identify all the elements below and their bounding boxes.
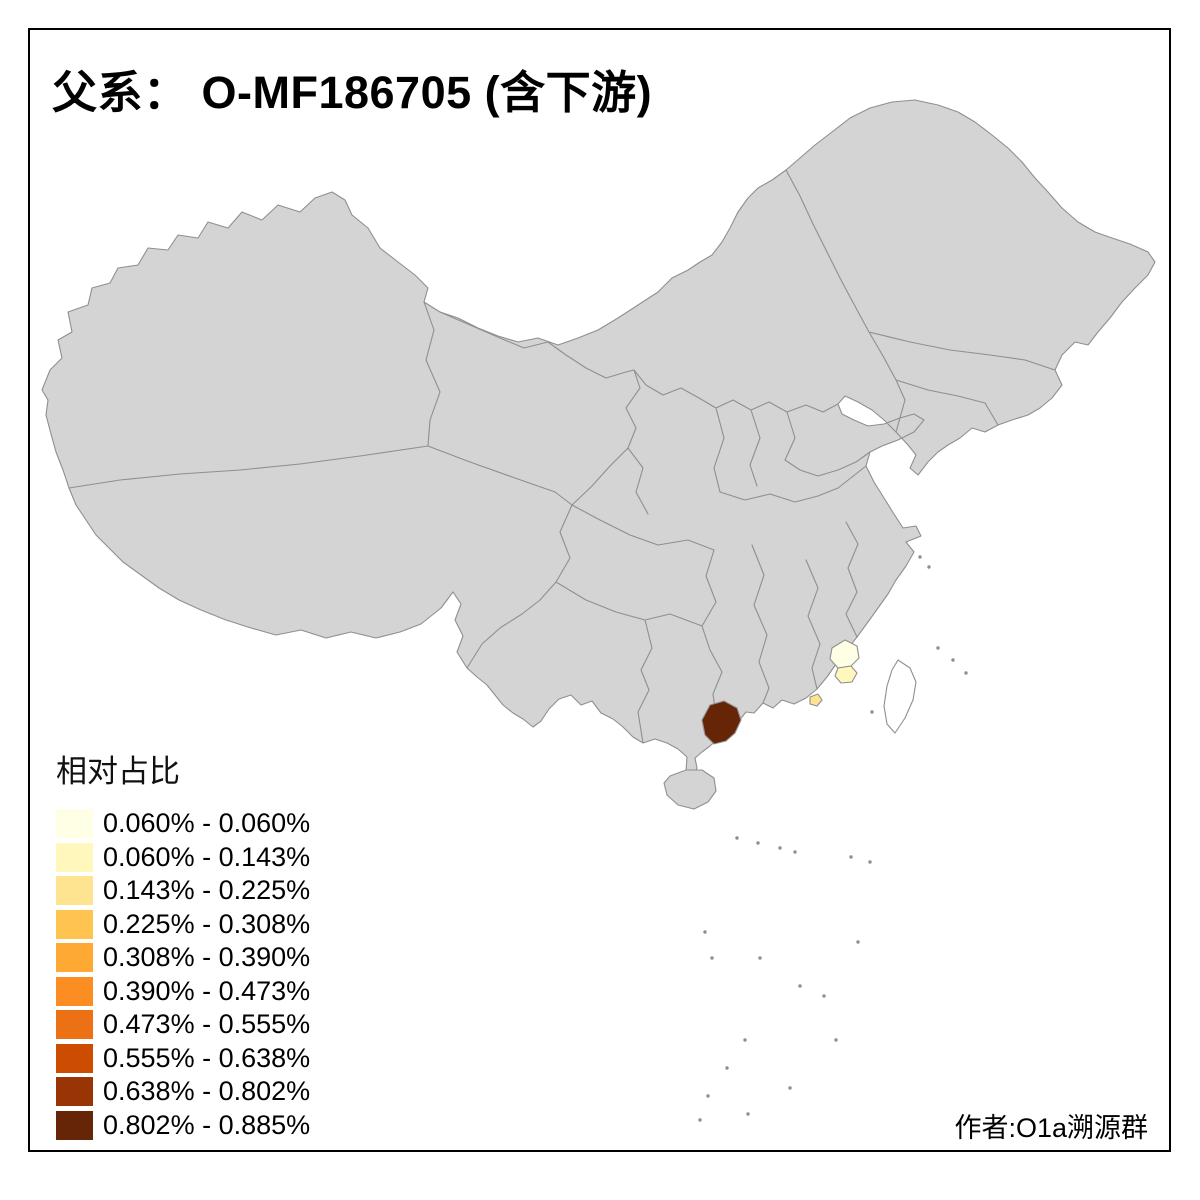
region-south-guangxi-highlight: [701, 700, 742, 745]
region-fujian-coast-light2: [834, 665, 858, 684]
legend-swatch: [56, 876, 93, 906]
legend-label: 0.060% - 0.060%: [103, 808, 311, 839]
legend-item: 0.308% - 0.390%: [56, 941, 310, 975]
legend-label: 0.638% - 0.802%: [103, 1076, 311, 1107]
legend-item: 0.390% - 0.473%: [56, 975, 310, 1009]
legend-swatch: [56, 809, 93, 839]
legend-swatch: [56, 1043, 93, 1073]
hainan-island: [663, 769, 717, 810]
legend-swatch: [56, 1010, 93, 1040]
legend-label: 0.802% - 0.885%: [103, 1109, 311, 1140]
legend-item: 0.555% - 0.638%: [56, 1042, 310, 1076]
legend-item: 0.060% - 0.060%: [56, 807, 310, 841]
taiwan-island: [883, 659, 917, 734]
legend-label: 0.060% - 0.143%: [103, 841, 311, 872]
legend-item: 0.638% - 0.802%: [56, 1075, 310, 1109]
legend-title: 相对占比: [56, 754, 180, 789]
region-east-guangdong-spot: [809, 693, 823, 707]
legend-label: 0.225% - 0.308%: [103, 908, 311, 939]
legend-label: 0.555% - 0.638%: [103, 1042, 311, 1073]
legend: 相对占比 0.060% - 0.060% 0.060% - 0.143% 0.1…: [56, 746, 310, 1142]
map-title: 父系： O-MF186705 (含下游): [52, 67, 653, 118]
attribution: 作者:O1a溯源群: [954, 1113, 1148, 1143]
legend-swatch: [56, 909, 93, 939]
legend-label: 0.143% - 0.225%: [103, 875, 311, 906]
sea-islets: [698, 555, 968, 1122]
legend-item: 0.060% - 0.143%: [56, 841, 310, 875]
map-layer: [41, 99, 1156, 1122]
legend-swatch: [56, 1110, 93, 1140]
province-borders: [68, 169, 1056, 744]
legend-swatch: [56, 1077, 93, 1107]
legend-swatch: [56, 842, 93, 872]
legend-label: 0.390% - 0.473%: [103, 975, 311, 1006]
legend-item: 0.143% - 0.225%: [56, 874, 310, 908]
legend-swatch: [56, 943, 93, 973]
legend-item: 0.225% - 0.308%: [56, 908, 310, 942]
legend-swatch: [56, 976, 93, 1006]
region-fujian-coast-light: [829, 639, 860, 669]
legend-item: 0.473% - 0.555%: [56, 1008, 310, 1042]
mainland-outline: [41, 99, 1156, 779]
legend-label: 0.473% - 0.555%: [103, 1009, 311, 1040]
legend-item: 0.802% - 0.885%: [56, 1109, 310, 1143]
legend-label: 0.308% - 0.390%: [103, 942, 311, 973]
